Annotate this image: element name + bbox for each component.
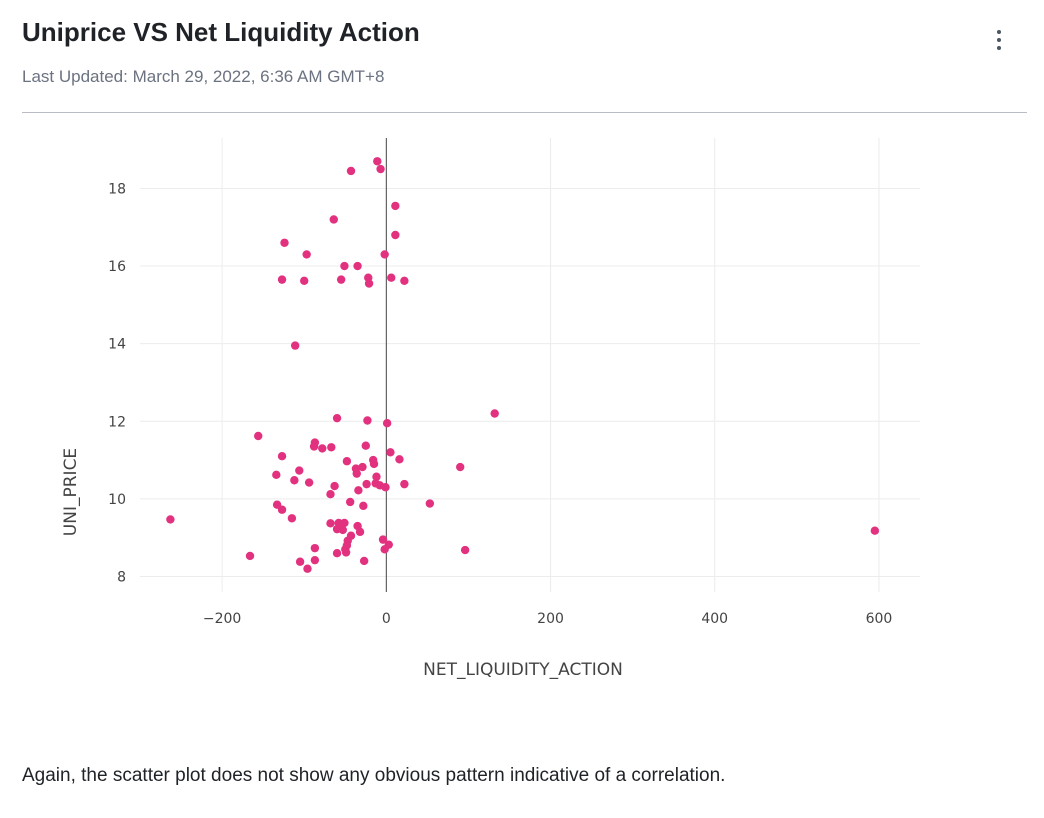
scatter-point[interactable] xyxy=(456,462,465,472)
scatter-point[interactable] xyxy=(280,238,289,247)
scatter-point[interactable] xyxy=(290,341,300,350)
scatter-point[interactable] xyxy=(300,276,309,285)
scatter-point[interactable] xyxy=(373,157,382,166)
x-tick-label: 0 xyxy=(382,611,391,627)
x-tick-label: 200 xyxy=(537,611,564,627)
scatter-point[interactable] xyxy=(330,481,339,491)
scatter-point[interactable] xyxy=(290,476,299,485)
scatter-point[interactable] xyxy=(870,526,880,535)
scatter-point[interactable] xyxy=(387,273,396,282)
scatter-point[interactable] xyxy=(327,443,336,452)
x-tick-label: −200 xyxy=(203,611,241,627)
analysis-caption: Again, the scatter plot does not show an… xyxy=(22,765,726,786)
scatter-point[interactable] xyxy=(295,466,304,475)
scatter-point[interactable] xyxy=(318,444,327,453)
scatter-point[interactable] xyxy=(342,457,352,466)
scatter-point[interactable] xyxy=(332,548,342,558)
x-tick-label: 400 xyxy=(701,611,728,627)
scatter-point[interactable] xyxy=(303,564,312,573)
scatter-point[interactable] xyxy=(310,543,320,553)
scatter-point[interactable] xyxy=(372,472,381,481)
scatter-point[interactable] xyxy=(378,535,388,544)
scatter-point[interactable] xyxy=(272,470,281,480)
more-options-button[interactable] xyxy=(984,24,1014,56)
scatter-point[interactable] xyxy=(353,261,362,271)
scatter-point[interactable] xyxy=(358,462,367,472)
scatter-points xyxy=(166,157,880,573)
scatter-point[interactable] xyxy=(245,551,255,561)
scatter-point[interactable] xyxy=(326,519,335,528)
scatter-point[interactable] xyxy=(376,164,385,174)
y-tick-label: 14 xyxy=(108,337,126,353)
y-axis-title: UNI_PRICE xyxy=(61,448,81,536)
scatter-point[interactable] xyxy=(338,525,347,535)
scatter-point[interactable] xyxy=(391,201,400,211)
scatter-point[interactable] xyxy=(336,275,346,284)
x-gridlines xyxy=(221,138,880,592)
x-axis-title: NET_LIQUIDITY_ACTION xyxy=(423,660,623,680)
scatter-point[interactable] xyxy=(380,250,389,259)
y-tick-label: 16 xyxy=(108,259,126,275)
page-title: Uniprice VS Net Liquidity Action xyxy=(22,17,420,47)
scatter-point[interactable] xyxy=(381,483,390,492)
y-tick-label: 8 xyxy=(117,569,126,585)
last-updated-text: Last Updated: March 29, 2022, 6:36 AM GM… xyxy=(22,67,385,86)
scatter-point[interactable] xyxy=(277,275,287,284)
scatter-point[interactable] xyxy=(277,505,287,514)
y-tick-label: 12 xyxy=(108,414,126,430)
y-tick-labels: 8 10 12 14 16 18 xyxy=(108,181,126,585)
y-tick-label: 18 xyxy=(108,181,126,197)
scatter-point[interactable] xyxy=(254,431,263,441)
scatter-point[interactable] xyxy=(391,230,400,240)
scatter-point[interactable] xyxy=(386,448,395,457)
scatter-point[interactable] xyxy=(345,497,355,507)
scatter-point[interactable] xyxy=(359,556,369,566)
scatter-point[interactable] xyxy=(277,451,287,461)
scatter-point[interactable] xyxy=(310,555,320,565)
scatter-point[interactable] xyxy=(460,545,470,555)
scatter-point[interactable] xyxy=(354,486,363,495)
scatter-point[interactable] xyxy=(352,469,361,478)
scatter-point[interactable] xyxy=(340,261,349,271)
x-tick-labels: −200 0 200 400 600 xyxy=(203,611,892,627)
scatter-chart: −200 0 200 400 600 8 10 12 14 16 18 NET_LIQUIDITY… xyxy=(61,138,920,680)
scatter-point[interactable] xyxy=(304,478,314,487)
scatter-point[interactable] xyxy=(363,416,372,425)
scatter-point[interactable] xyxy=(287,514,297,523)
scatter-point[interactable] xyxy=(400,479,409,489)
scatter-point[interactable] xyxy=(359,501,368,511)
y-gridlines xyxy=(140,187,920,577)
vertical-ellipsis-icon xyxy=(984,30,1014,50)
header-divider xyxy=(22,112,1027,113)
scatter-point[interactable] xyxy=(364,279,374,288)
y-tick-label: 10 xyxy=(108,492,126,508)
x-tick-label: 600 xyxy=(866,611,893,627)
scatter-point[interactable] xyxy=(400,276,409,285)
scatter-point[interactable] xyxy=(380,545,389,554)
scatter-point[interactable] xyxy=(341,548,351,557)
scatter-point[interactable] xyxy=(340,518,349,528)
scatter-point[interactable] xyxy=(295,557,305,566)
scatter-point[interactable] xyxy=(361,441,370,450)
scatter-point[interactable] xyxy=(355,527,365,537)
scatter-point[interactable] xyxy=(490,409,499,418)
scatter-point[interactable] xyxy=(326,490,335,499)
scatter-point[interactable] xyxy=(346,166,356,176)
scatter-point[interactable] xyxy=(369,459,379,469)
scatter-point[interactable] xyxy=(332,413,342,423)
scatter-point[interactable] xyxy=(309,442,319,451)
scatter-point[interactable] xyxy=(425,499,435,508)
scatter-point[interactable] xyxy=(302,250,311,259)
scatter-point[interactable] xyxy=(362,479,371,489)
scatter-point[interactable] xyxy=(382,419,392,428)
scatter-point[interactable] xyxy=(395,455,404,464)
scatter-point[interactable] xyxy=(329,215,338,224)
scatter-point[interactable] xyxy=(166,515,175,524)
